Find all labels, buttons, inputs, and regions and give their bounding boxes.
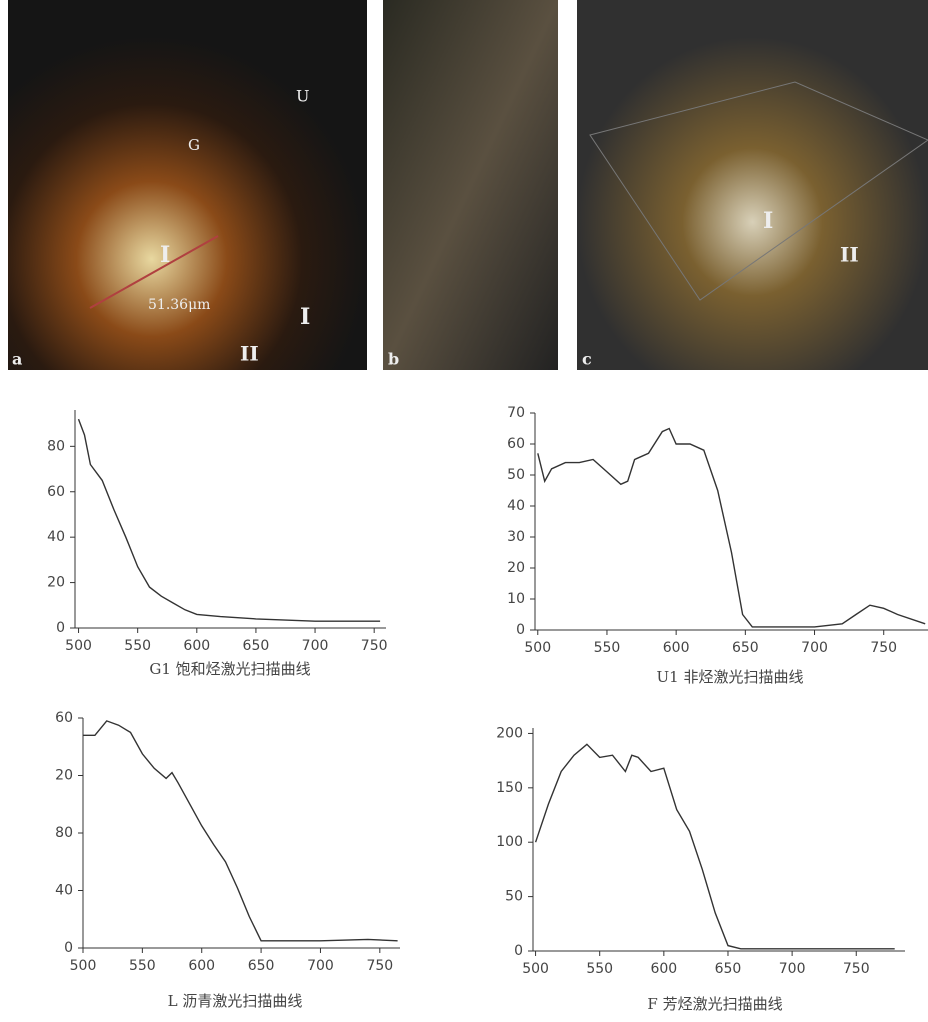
photo-bg (383, 0, 558, 370)
curve (83, 720, 398, 942)
y-tick-label: 60 (47, 484, 65, 500)
x-tick-label: 700 (801, 640, 828, 656)
photo-text: II (240, 342, 259, 366)
photo-text: II (840, 243, 859, 267)
caption: U1 非烃激光扫描曲线 (657, 668, 804, 686)
curve (77, 418, 381, 622)
y-tick-label: 80 (47, 438, 65, 454)
photo-b: b (383, 0, 558, 370)
photo-text: I (300, 304, 310, 330)
x-tick-label: 750 (366, 958, 393, 974)
y-tick-label: 60 (55, 710, 73, 726)
caption: L 沥青激光扫描曲线 (168, 992, 303, 1010)
y-tick-label: 40 (55, 883, 73, 899)
x-tick-label: 600 (183, 638, 210, 654)
x-tick-label: 600 (188, 958, 215, 974)
photo-bg (577, 0, 928, 370)
x-tick-label: 500 (522, 961, 549, 977)
x-tick-label: 700 (307, 958, 334, 974)
panel-label: a (12, 350, 22, 369)
x-tick-label: 500 (524, 640, 551, 656)
caption: F 芳烃激光扫描曲线 (647, 995, 782, 1013)
x-tick-label: 500 (65, 638, 92, 654)
x-tick-label: 650 (243, 638, 270, 654)
y-tick-label: 70 (507, 405, 525, 421)
photo-bg (8, 0, 367, 370)
y-tick-label: 50 (505, 889, 523, 905)
y-tick-label: 60 (507, 436, 525, 452)
y-tick-label: 100 (496, 834, 523, 850)
y-tick-label: 20 (507, 560, 525, 576)
y-tick-label: 10 (507, 591, 525, 607)
photo-text: I (763, 208, 773, 234)
y-tick-label: 0 (516, 622, 525, 638)
y-tick-label: 0 (56, 620, 65, 636)
x-tick-label: 700 (302, 638, 329, 654)
x-tick-label: 550 (586, 961, 613, 977)
y-tick-label: 50 (507, 467, 525, 483)
scale-label: 51.36μm (148, 297, 210, 313)
x-tick-label: 750 (361, 638, 388, 654)
y-tick-label: 20 (55, 768, 73, 784)
x-tick-label: 600 (650, 961, 677, 977)
y-tick-label: 150 (496, 780, 523, 796)
y-tick-label: 40 (507, 498, 525, 514)
x-tick-label: 750 (870, 640, 897, 656)
y-tick-label: 0 (514, 943, 523, 959)
x-tick-label: 550 (594, 640, 621, 656)
panel-label: b (388, 350, 399, 369)
x-tick-label: 700 (779, 961, 806, 977)
x-tick-label: 550 (129, 958, 156, 974)
x-tick-label: 600 (663, 640, 690, 656)
scale-arrow (89, 235, 219, 309)
x-tick-label: 750 (843, 961, 870, 977)
y-tick-label: 200 (496, 725, 523, 741)
photo-a: U G I I II 51.36μm a (8, 0, 367, 370)
curve (537, 427, 926, 628)
y-tick-label: 80 (55, 825, 73, 841)
photo-c: I II c (577, 0, 928, 370)
photo-text: I (160, 242, 170, 268)
x-tick-label: 500 (70, 958, 97, 974)
caption: G1 饱和烃激光扫描曲线 (149, 660, 310, 678)
x-tick-label: 650 (732, 640, 759, 656)
y-tick-label: 40 (47, 529, 65, 545)
panel-label: c (582, 350, 592, 369)
y-tick-label: 20 (47, 575, 65, 591)
photo-text: U (296, 87, 309, 106)
box-outline (589, 81, 928, 301)
x-tick-label: 650 (715, 961, 742, 977)
x-tick-label: 650 (248, 958, 275, 974)
y-tick-label: 0 (64, 940, 73, 956)
photo-text: G (188, 136, 200, 154)
x-tick-label: 550 (124, 638, 151, 654)
y-tick-label: 30 (507, 529, 525, 545)
curve (534, 743, 895, 950)
